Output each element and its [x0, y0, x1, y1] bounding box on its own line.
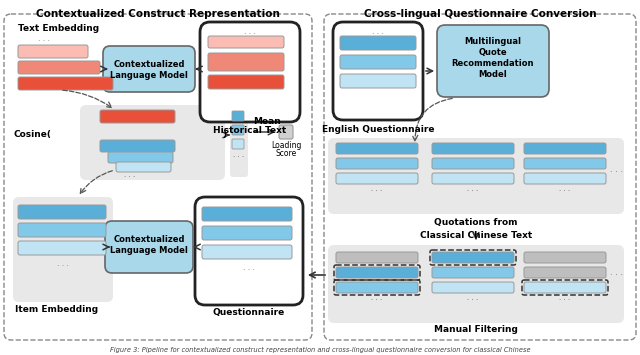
Text: . . .: . . . [611, 165, 623, 174]
FancyBboxPatch shape [340, 36, 416, 50]
FancyBboxPatch shape [108, 152, 173, 163]
Text: Quotations from
Classical Chinese Text: Quotations from Classical Chinese Text [420, 218, 532, 240]
Text: Questionnaire: Questionnaire [213, 308, 285, 317]
Text: Language Model: Language Model [110, 246, 188, 255]
FancyBboxPatch shape [333, 22, 423, 120]
Text: Figure 3: Pipeline for contextualized construct representation and cross-lingual: Figure 3: Pipeline for contextualized co… [109, 347, 531, 353]
Text: Contextualized: Contextualized [113, 235, 185, 244]
FancyBboxPatch shape [18, 223, 106, 237]
FancyBboxPatch shape [432, 252, 514, 263]
FancyBboxPatch shape [432, 143, 514, 154]
FancyBboxPatch shape [524, 173, 606, 184]
FancyBboxPatch shape [336, 282, 418, 293]
FancyBboxPatch shape [432, 267, 514, 278]
FancyBboxPatch shape [100, 140, 175, 152]
Text: Cross-lingual Questionnaire Conversion: Cross-lingual Questionnaire Conversion [364, 9, 596, 19]
Text: Cosine(: Cosine( [14, 130, 52, 139]
FancyBboxPatch shape [340, 74, 416, 88]
FancyBboxPatch shape [232, 125, 244, 135]
Text: . . .: . . . [611, 268, 623, 277]
FancyBboxPatch shape [13, 197, 113, 302]
FancyBboxPatch shape [80, 105, 225, 180]
Text: . . .: . . . [244, 27, 256, 36]
FancyBboxPatch shape [524, 143, 606, 154]
Text: . . .: . . . [234, 152, 244, 158]
FancyBboxPatch shape [524, 252, 606, 263]
FancyBboxPatch shape [18, 45, 88, 58]
Text: Text Embedding: Text Embedding [18, 24, 99, 33]
Text: Quote: Quote [479, 48, 508, 57]
FancyBboxPatch shape [524, 158, 606, 169]
FancyBboxPatch shape [232, 111, 244, 121]
FancyBboxPatch shape [336, 173, 418, 184]
Text: ): ) [222, 130, 226, 139]
FancyBboxPatch shape [18, 77, 113, 90]
Text: . . .: . . . [467, 295, 479, 301]
FancyBboxPatch shape [328, 138, 624, 214]
FancyBboxPatch shape [195, 197, 303, 305]
FancyBboxPatch shape [4, 14, 312, 340]
Text: Model: Model [479, 70, 508, 79]
FancyBboxPatch shape [18, 205, 106, 219]
FancyBboxPatch shape [202, 245, 292, 259]
FancyBboxPatch shape [336, 252, 418, 263]
Text: . . .: . . . [371, 295, 383, 301]
Text: . . .: . . . [38, 34, 50, 43]
FancyBboxPatch shape [103, 46, 195, 92]
FancyBboxPatch shape [524, 267, 606, 278]
FancyBboxPatch shape [100, 110, 175, 123]
FancyBboxPatch shape [324, 14, 636, 340]
FancyBboxPatch shape [336, 143, 418, 154]
FancyBboxPatch shape [116, 162, 171, 172]
FancyBboxPatch shape [432, 173, 514, 184]
FancyBboxPatch shape [340, 55, 416, 69]
Text: Multilingual: Multilingual [465, 37, 522, 46]
FancyBboxPatch shape [200, 22, 300, 122]
FancyBboxPatch shape [524, 282, 606, 293]
FancyBboxPatch shape [208, 75, 284, 89]
FancyBboxPatch shape [336, 267, 418, 278]
FancyBboxPatch shape [202, 226, 292, 240]
FancyBboxPatch shape [18, 241, 106, 255]
FancyBboxPatch shape [202, 207, 292, 221]
Text: Language Model: Language Model [110, 71, 188, 80]
FancyBboxPatch shape [208, 36, 284, 48]
FancyBboxPatch shape [230, 107, 248, 177]
FancyBboxPatch shape [232, 139, 244, 149]
Text: . . .: . . . [559, 186, 571, 192]
Text: Contextualized Construct Representation: Contextualized Construct Representation [36, 9, 280, 19]
FancyBboxPatch shape [432, 158, 514, 169]
Text: . . .: . . . [243, 263, 255, 272]
Text: Loading: Loading [271, 141, 301, 150]
Text: Recommendation: Recommendation [452, 59, 534, 68]
Text: . . .: . . . [57, 259, 69, 268]
Text: Contextualized: Contextualized [113, 60, 185, 69]
Text: . . .: . . . [467, 186, 479, 192]
Text: . . .: . . . [559, 295, 571, 301]
FancyBboxPatch shape [208, 53, 284, 71]
Text: Manual Filtering: Manual Filtering [434, 325, 518, 334]
FancyBboxPatch shape [18, 61, 100, 74]
FancyBboxPatch shape [437, 25, 549, 97]
Text: . . .: . . . [371, 186, 383, 192]
Text: Item Embedding: Item Embedding [15, 305, 98, 314]
Text: . . .: . . . [124, 172, 136, 178]
FancyBboxPatch shape [336, 158, 418, 169]
FancyBboxPatch shape [328, 245, 624, 323]
Text: Mean: Mean [253, 117, 281, 126]
FancyBboxPatch shape [279, 125, 293, 139]
Text: Historical Text: Historical Text [213, 126, 287, 135]
FancyBboxPatch shape [105, 221, 193, 273]
Text: . . .: . . . [372, 27, 384, 36]
Text: Score: Score [275, 149, 296, 158]
Text: English Questionnaire: English Questionnaire [322, 125, 435, 134]
FancyBboxPatch shape [432, 282, 514, 293]
